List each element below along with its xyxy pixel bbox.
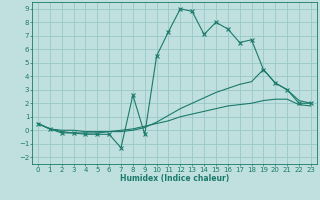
X-axis label: Humidex (Indice chaleur): Humidex (Indice chaleur)	[120, 174, 229, 183]
